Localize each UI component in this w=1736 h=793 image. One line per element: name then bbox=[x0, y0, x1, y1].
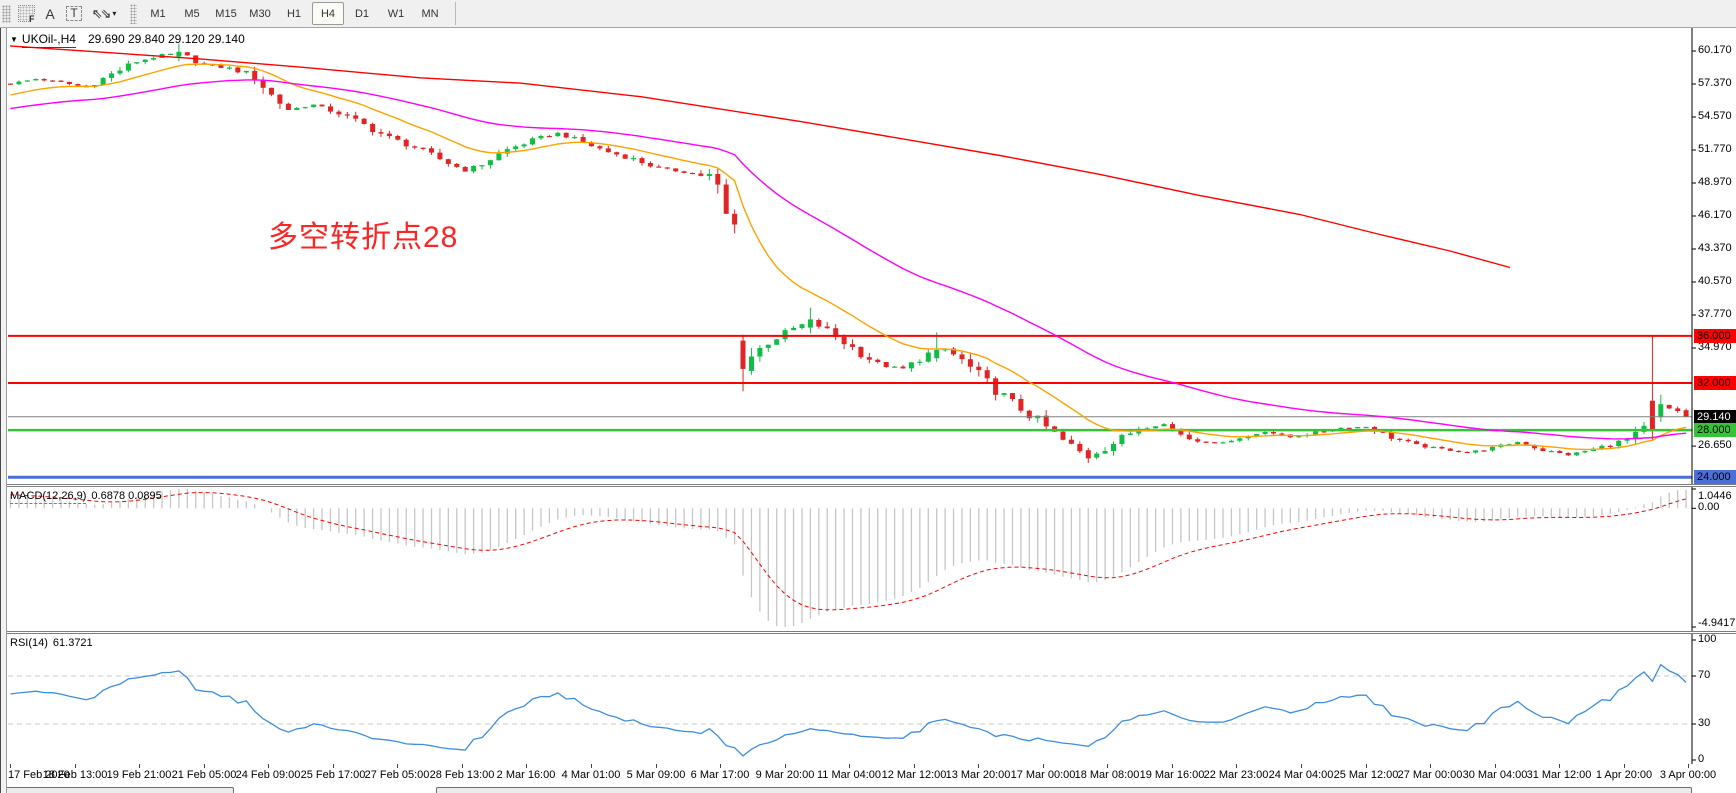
time-tick bbox=[1301, 764, 1302, 768]
symbol-period-label: UKOil-,H4 bbox=[21, 32, 76, 48]
time-tick bbox=[1430, 764, 1431, 768]
text-tool-icon: T bbox=[66, 6, 82, 21]
time-tick bbox=[75, 764, 76, 768]
tf-button-M15[interactable]: M15 bbox=[215, 7, 237, 20]
time-axis-label: 11 Mar 04:00 bbox=[816, 769, 882, 781]
label-a-icon: A bbox=[45, 5, 55, 22]
toolbar: F A T ⇖⇘ ▾ M1 M5 M15 M30 H1 H4 D1 W1 MN bbox=[0, 0, 1736, 28]
timeframe-group: M1 M5 M15 M30 H1 H4 D1 W1 MN bbox=[141, 2, 447, 25]
tf-button-MN[interactable]: MN bbox=[421, 7, 439, 20]
time-axis-label: 21 Feb 05:00 bbox=[171, 769, 237, 781]
macd-label: MACD(12,26,9) 0.6878 0.0895 bbox=[10, 490, 162, 504]
time-tick bbox=[914, 764, 915, 768]
price-chart-panel[interactable]: ▼ UKOil-,H4 29.690 29.840 29.120 29.140 多空… bbox=[0, 28, 1736, 484]
rsi-label: RSI(14) 61.3721 bbox=[10, 637, 93, 649]
tf-button-D1[interactable]: D1 bbox=[354, 7, 370, 20]
time-axis-label: 24 Feb 09:00 bbox=[235, 769, 301, 781]
symbol-dropdown-icon: ▼ bbox=[10, 35, 18, 44]
annotation-text: 多空转折点28 bbox=[268, 221, 459, 254]
time-axis-label: 17 Feb 2020 bbox=[8, 769, 70, 781]
panel-splitter-rsi[interactable] bbox=[0, 631, 1736, 634]
tf-button-M30[interactable]: M30 bbox=[249, 7, 271, 20]
statusbar-segment bbox=[436, 787, 1692, 793]
time-tick bbox=[204, 764, 205, 768]
statusbar-segment bbox=[4, 787, 234, 793]
time-axis-label: 3 Apr 00:00 bbox=[1659, 769, 1717, 781]
time-tick bbox=[526, 764, 527, 768]
time-tick bbox=[10, 764, 11, 768]
rsi-panel[interactable]: RSI(14) 61.3721 bbox=[0, 634, 1736, 764]
tf-button-H1[interactable]: H1 bbox=[286, 7, 302, 20]
cursor-mode-button[interactable]: ⇖⇘ ▾ bbox=[86, 3, 122, 25]
time-tick bbox=[139, 764, 140, 768]
toolbar-group-grip[interactable] bbox=[130, 3, 137, 24]
macd-values: 0.6878 0.0895 bbox=[91, 490, 162, 502]
rsi-value: 61.3721 bbox=[52, 637, 93, 649]
time-axis-label: 13 Mar 20:00 bbox=[945, 769, 1011, 781]
tf-button-M5[interactable]: M5 bbox=[184, 7, 200, 20]
time-axis-label: 18 Mar 08:00 bbox=[1074, 769, 1140, 781]
toolbar-separator bbox=[455, 2, 456, 25]
time-axis-label: 1 Apr 20:00 bbox=[1595, 769, 1653, 781]
time-axis-label: 17 Mar 00:00 bbox=[1010, 769, 1076, 781]
time-tick bbox=[1559, 764, 1560, 768]
time-axis-label: 24 Mar 04:00 bbox=[1268, 769, 1334, 781]
toolbar-drag-grip[interactable] bbox=[2, 4, 11, 23]
tf-button-H4[interactable]: H4 bbox=[312, 2, 344, 25]
time-axis-label: 30 Mar 04:00 bbox=[1462, 769, 1528, 781]
tf-button-W1[interactable]: W1 bbox=[387, 7, 405, 20]
bottom-strip bbox=[0, 786, 1736, 793]
time-axis-label: 19 Mar 16:00 bbox=[1139, 769, 1205, 781]
time-tick bbox=[1236, 764, 1237, 768]
grid-f-icon: F bbox=[17, 5, 35, 24]
time-tick bbox=[591, 764, 592, 768]
time-tick bbox=[462, 764, 463, 768]
time-tick bbox=[1688, 764, 1689, 768]
time-axis-label: 5 Mar 09:00 bbox=[626, 769, 686, 781]
dropdown-caret-icon: ▾ bbox=[112, 9, 117, 18]
time-axis: 17 Feb 2020 18 Feb 13:00 19 Feb 21:00 21 Fe… bbox=[0, 764, 1736, 786]
time-axis-label: 18 Feb 13:00 bbox=[42, 769, 108, 781]
time-axis-label: 9 Mar 20:00 bbox=[755, 769, 815, 781]
time-axis-label: 25 Mar 12:00 bbox=[1333, 769, 1399, 781]
time-tick bbox=[1107, 764, 1108, 768]
time-axis-label: 6 Mar 17:00 bbox=[690, 769, 750, 781]
time-axis-label: 27 Feb 05:00 bbox=[364, 769, 430, 781]
window-left-edge bbox=[0, 28, 7, 793]
tf-button-M1[interactable]: M1 bbox=[150, 7, 166, 20]
time-tick bbox=[849, 764, 850, 768]
time-tick bbox=[720, 764, 721, 768]
cursor-mode-icon: ⇖⇘ bbox=[91, 5, 112, 21]
time-axis-label: 19 Feb 21:00 bbox=[106, 769, 172, 781]
macd-panel[interactable]: MACD(12,26,9) 0.6878 0.0895 bbox=[0, 487, 1736, 631]
time-axis-label: 22 Mar 23:00 bbox=[1203, 769, 1269, 781]
time-axis-label: 31 Mar 12:00 bbox=[1526, 769, 1592, 781]
time-axis-label: 2 Mar 16:00 bbox=[496, 769, 556, 781]
time-axis-label: 25 Feb 17:00 bbox=[300, 769, 366, 781]
time-tick bbox=[785, 764, 786, 768]
time-axis-label: 4 Mar 01:00 bbox=[561, 769, 621, 781]
time-axis-label: 28 Feb 13:00 bbox=[429, 769, 495, 781]
time-axis-label: 27 Mar 00:00 bbox=[1397, 769, 1463, 781]
label-a-button[interactable]: A bbox=[38, 3, 62, 25]
time-tick bbox=[1172, 764, 1173, 768]
time-tick bbox=[656, 764, 657, 768]
time-tick bbox=[978, 764, 979, 768]
chart-title: ▼ UKOil-,H4 29.690 29.840 29.120 29.140 bbox=[10, 32, 245, 48]
time-tick bbox=[397, 764, 398, 768]
time-axis-label: 12 Mar 12:00 bbox=[881, 769, 947, 781]
panel-splitter-macd[interactable] bbox=[0, 484, 1736, 487]
time-tick bbox=[1495, 764, 1496, 768]
ohlc-readout: 29.690 29.840 29.120 29.140 bbox=[87, 32, 245, 46]
time-tick bbox=[1043, 764, 1044, 768]
time-tick bbox=[333, 764, 334, 768]
time-tick bbox=[1366, 764, 1367, 768]
time-tick bbox=[1624, 764, 1625, 768]
time-tick bbox=[268, 764, 269, 768]
text-tool-button[interactable]: T bbox=[62, 3, 86, 25]
grid-f-button[interactable]: F bbox=[14, 3, 38, 25]
